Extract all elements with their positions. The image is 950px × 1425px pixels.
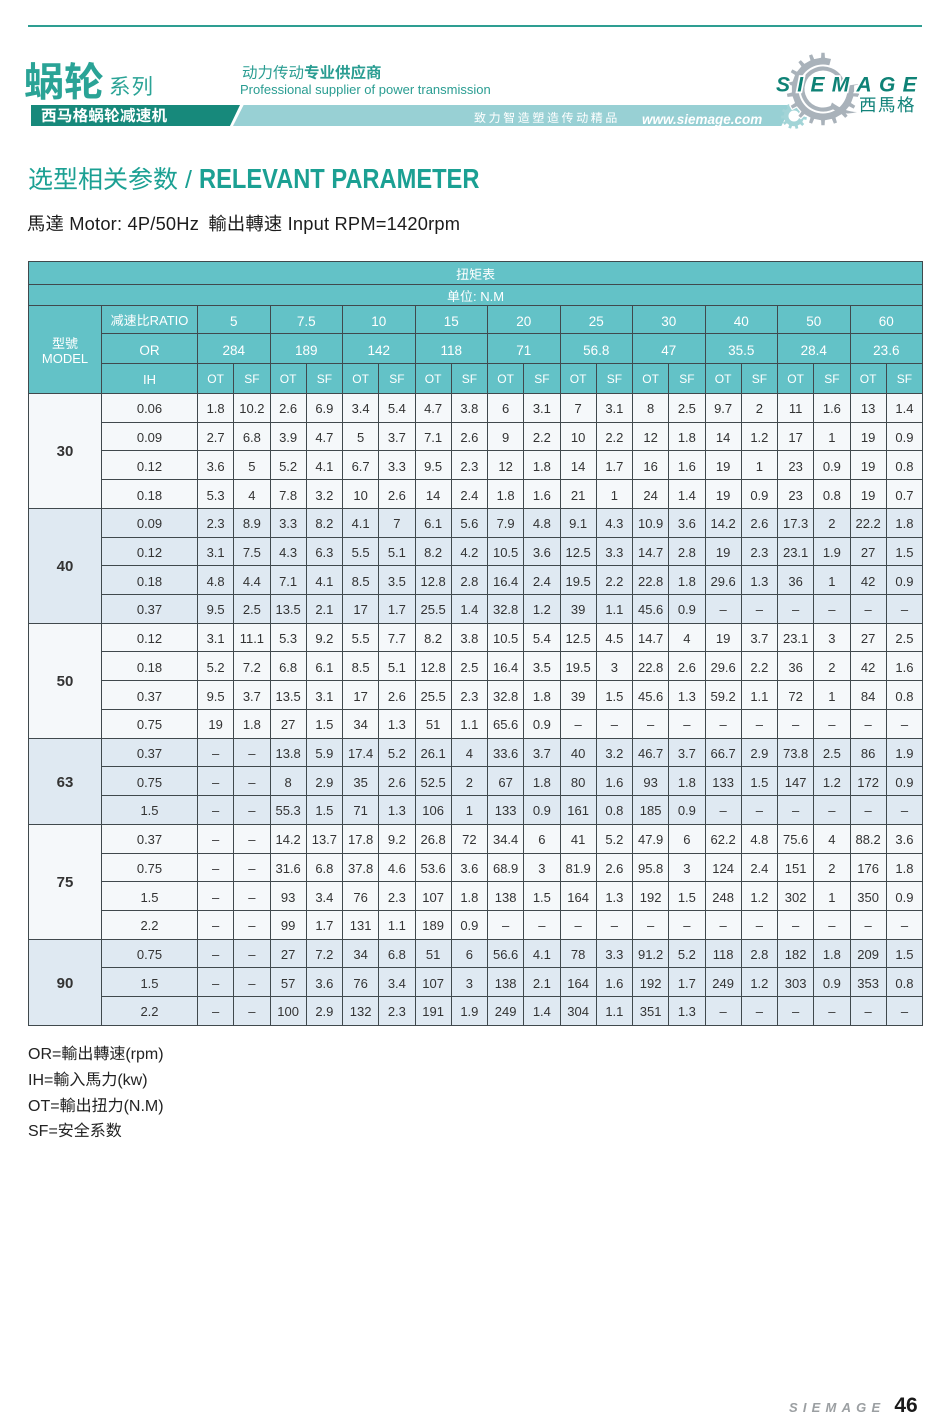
svg-text:SIEMAGE: SIEMAGE	[776, 74, 924, 97]
svg-text:西馬格: 西馬格	[859, 92, 916, 117]
